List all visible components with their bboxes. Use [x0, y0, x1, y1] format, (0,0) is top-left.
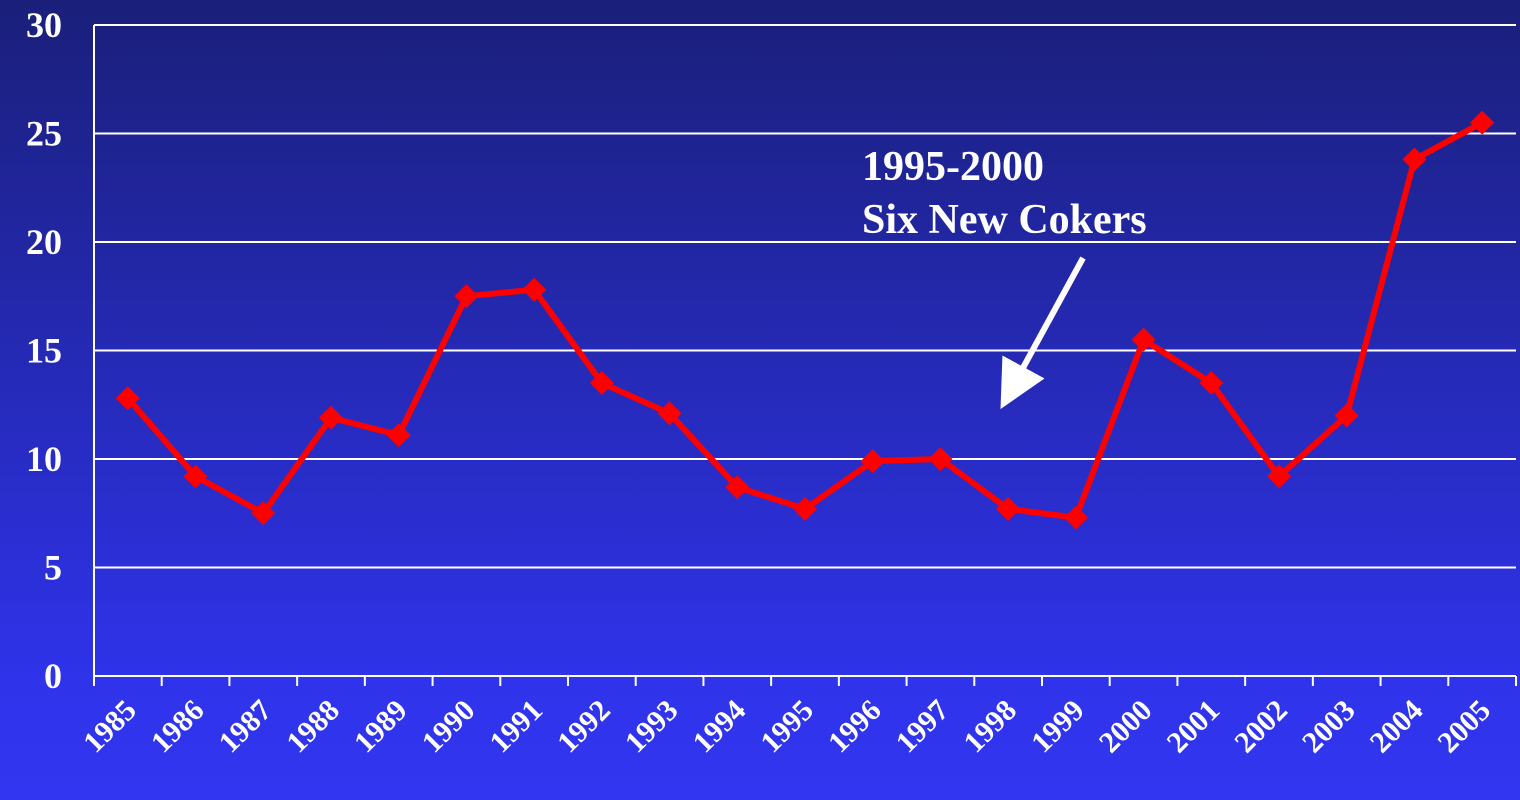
- marker: [1470, 110, 1495, 135]
- marker: [1063, 505, 1088, 530]
- annotation: Six New Cokers: [862, 197, 1147, 243]
- marker: [454, 284, 479, 309]
- marker: [589, 371, 614, 396]
- annotation-arrow: [1000, 256, 1086, 410]
- marker: [1402, 147, 1427, 172]
- y-tick-label: 0: [44, 656, 62, 696]
- marker: [319, 405, 343, 430]
- y-tick-label: 20: [26, 222, 62, 262]
- marker: [928, 447, 953, 471]
- marker: [996, 496, 1021, 521]
- marker: [657, 401, 682, 426]
- marker: [1334, 403, 1359, 428]
- marker: [183, 464, 208, 489]
- y-tick-label: 15: [26, 331, 62, 371]
- y-tick-label: 10: [26, 439, 62, 479]
- marker: [725, 475, 750, 500]
- marker: [860, 449, 885, 474]
- marker: [1131, 327, 1156, 352]
- marker: [251, 501, 276, 526]
- y-tick-label: 25: [26, 114, 62, 154]
- y-tick-label: 30: [26, 5, 62, 45]
- marker: [1267, 464, 1291, 489]
- y-tick-label: 5: [44, 548, 62, 588]
- annotation: 1995-2000: [862, 144, 1044, 190]
- marker: [386, 423, 411, 448]
- marker: [522, 277, 547, 302]
- marker: [793, 496, 817, 521]
- marker: [115, 386, 140, 411]
- marker: [1199, 371, 1224, 396]
